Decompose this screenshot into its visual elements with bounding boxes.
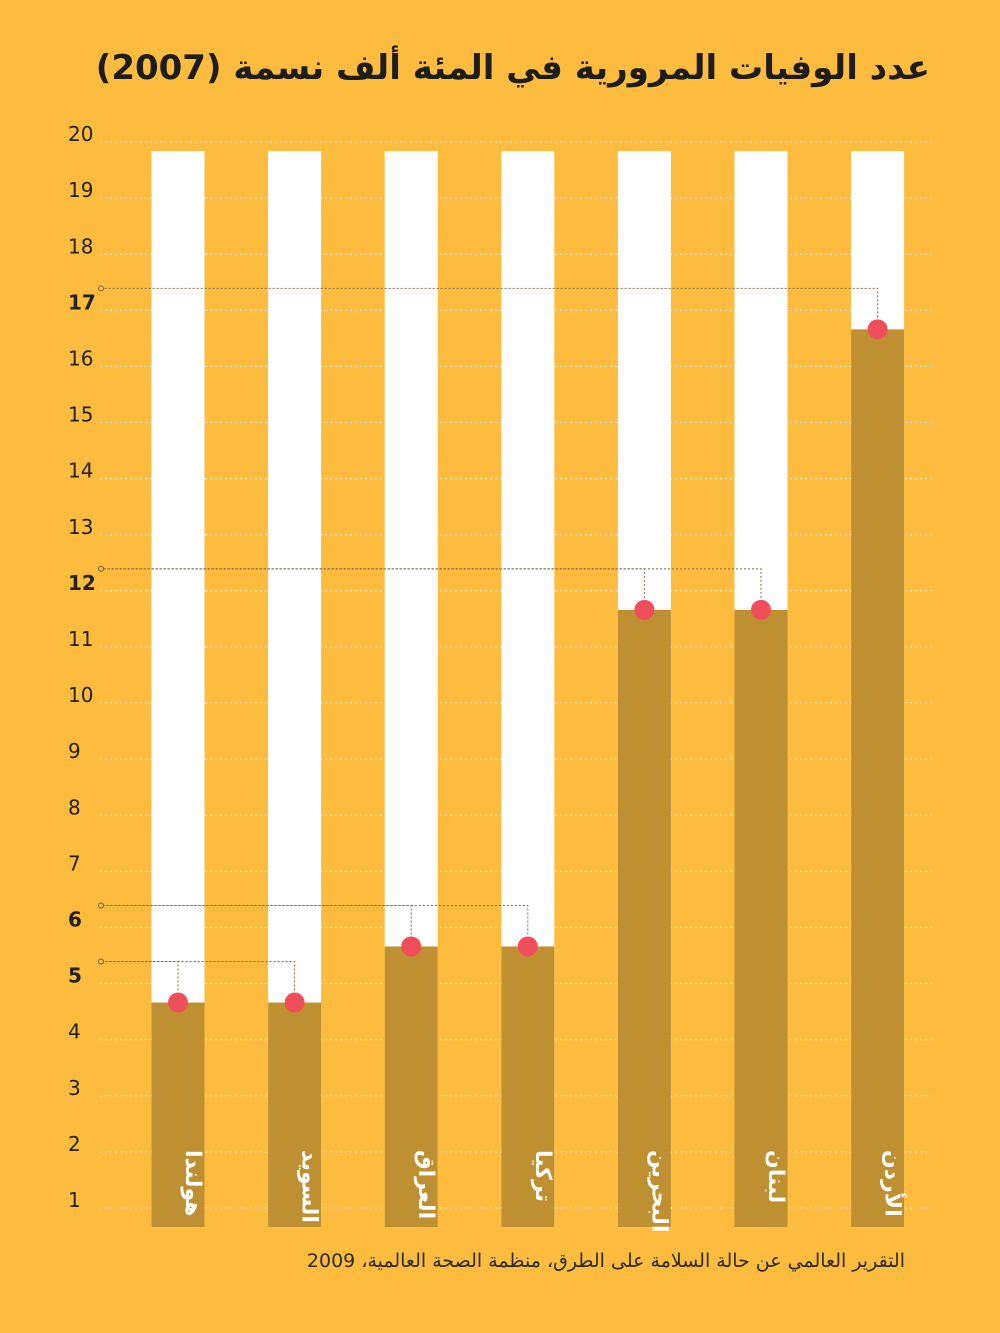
bar xyxy=(851,329,905,1228)
y-tick-label: 6 xyxy=(68,907,82,931)
y-tick-label: 8 xyxy=(68,795,81,819)
category-label: الأردن xyxy=(880,1150,908,1217)
grid-lines xyxy=(100,141,935,1209)
value-marker xyxy=(751,599,771,620)
y-tick-label: 4 xyxy=(68,1020,81,1044)
leader-line xyxy=(104,568,762,598)
bar xyxy=(734,609,788,1227)
bar xyxy=(384,946,438,1227)
category-label: لبنان xyxy=(763,1150,788,1203)
y-tick-label: 10 xyxy=(68,683,93,707)
y-tick-label: 1 xyxy=(68,1188,81,1212)
leader-dot xyxy=(98,958,104,965)
category-label: السويد xyxy=(297,1150,322,1223)
y-tick-label: 15 xyxy=(68,403,93,427)
y-tick-label: 3 xyxy=(68,1076,81,1100)
value-markers xyxy=(168,319,888,1013)
bar xyxy=(268,1002,322,1227)
leader-dot xyxy=(98,902,104,909)
bar xyxy=(151,1002,205,1227)
leader-dot xyxy=(98,285,104,292)
leader-line xyxy=(104,961,296,991)
y-tick-label: 7 xyxy=(68,851,81,875)
source-note: التقرير العالمي عن حالة السلامة على الطر… xyxy=(306,1250,905,1272)
category-label: البحرين xyxy=(646,1150,671,1232)
y-tick-label: 16 xyxy=(68,346,93,370)
y-tick-label: 5 xyxy=(68,964,82,988)
chart-title: عدد الوفيات المرورية في المئة ألف نسمة (… xyxy=(95,48,930,88)
y-tick-label: 18 xyxy=(68,234,93,258)
category-label: هولندا xyxy=(180,1150,205,1217)
value-marker xyxy=(168,992,188,1013)
value-marker xyxy=(284,992,305,1013)
y-tick-label: 2 xyxy=(68,1132,81,1156)
leader-line xyxy=(104,904,412,935)
leader-line xyxy=(104,287,879,318)
y-tick-label: 20 xyxy=(68,122,93,146)
category-label: تركيا xyxy=(530,1150,555,1202)
category-label: العراق xyxy=(413,1150,438,1219)
value-marker xyxy=(867,319,888,340)
value-marker xyxy=(517,936,538,957)
y-tick-label: 17 xyxy=(68,290,96,314)
y-tick-label: 14 xyxy=(68,459,93,483)
leader-lines xyxy=(98,285,879,991)
y-tick-label: 11 xyxy=(68,627,93,651)
leader-line xyxy=(104,904,529,935)
value-marker xyxy=(634,599,655,620)
y-tick-label: 19 xyxy=(68,178,93,202)
y-tick-label: 9 xyxy=(68,739,81,763)
bars xyxy=(151,151,905,1228)
value-marker xyxy=(401,936,422,957)
bar xyxy=(617,609,671,1227)
leader-dot xyxy=(98,565,104,572)
y-tick-label: 12 xyxy=(68,571,96,595)
y-tick-label: 13 xyxy=(68,515,93,539)
bar xyxy=(501,946,555,1227)
category-labels: هولندا السويد العراق تركيا البحرين لبنان الأرد… xyxy=(180,1150,908,1232)
